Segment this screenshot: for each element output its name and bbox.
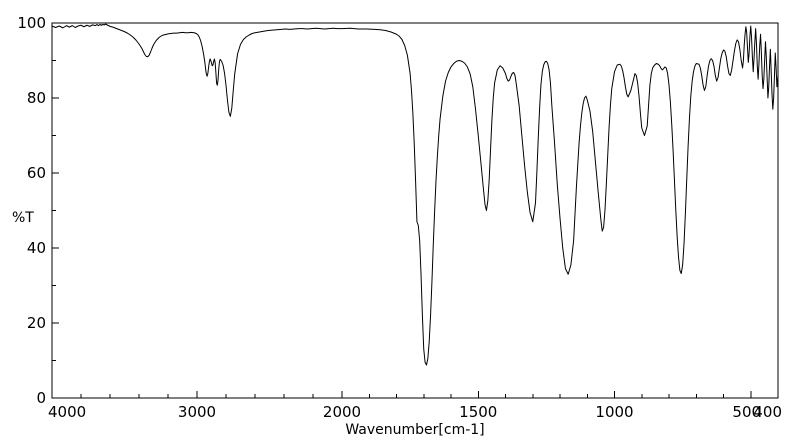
plot-border xyxy=(51,22,779,399)
x-tick-label: 4000 xyxy=(48,403,86,421)
x-tick-label: 2000 xyxy=(323,403,361,421)
spectrum-trace xyxy=(51,23,779,366)
axis-ticks xyxy=(51,22,779,399)
y-tick-label: 60 xyxy=(27,164,46,182)
y-tick-label: 20 xyxy=(27,314,46,332)
transmittance-curve xyxy=(51,23,779,366)
x-tick-label: 1000 xyxy=(595,403,633,421)
x-tick-label: 500 xyxy=(732,403,761,421)
plot-frame xyxy=(51,22,779,399)
y-tick-label: 100 xyxy=(17,14,46,32)
y-tick-label: 80 xyxy=(27,89,46,107)
x-tick-label: 1500 xyxy=(459,403,497,421)
y-axis-title: %T xyxy=(12,210,34,226)
y-tick-label: 0 xyxy=(36,389,46,407)
y-tick-label: 40 xyxy=(27,239,46,257)
x-axis-title: Wavenumber[cm-1] xyxy=(345,422,484,438)
x-tick-label: 400 xyxy=(753,403,782,421)
x-tick-label: 3000 xyxy=(178,403,216,421)
